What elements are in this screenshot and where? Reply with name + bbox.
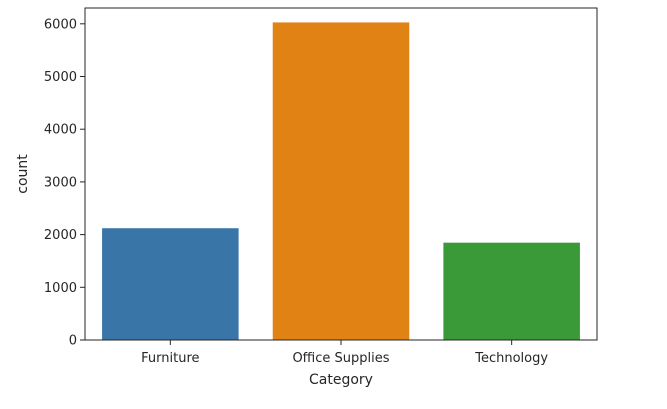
y-axis: 0 1000 2000 3000 4000 5000 6000 [44, 17, 85, 349]
x-tick-label: Technology [474, 351, 548, 366]
x-axis: Furniture Office Supplies Technology [141, 340, 548, 366]
y-tick-label: 0 [69, 334, 77, 349]
y-tick-label: 4000 [44, 123, 77, 138]
x-axis-title: Category [309, 372, 373, 388]
y-tick-label: 5000 [44, 70, 77, 85]
y-tick-label: 2000 [44, 228, 77, 243]
y-tick-label: 3000 [44, 175, 77, 190]
y-tick-label: 1000 [44, 281, 77, 296]
y-tick-label: 6000 [44, 17, 77, 32]
x-tick-label: Furniture [141, 351, 199, 366]
bar-technology [443, 242, 580, 340]
y-axis-title: count [15, 154, 31, 194]
bar-furniture [102, 228, 239, 340]
bars-group [102, 22, 580, 341]
bar-office-supplies [272, 22, 410, 341]
plot-frame [84, 7, 598, 341]
x-tick-label: Office Supplies [292, 351, 389, 366]
